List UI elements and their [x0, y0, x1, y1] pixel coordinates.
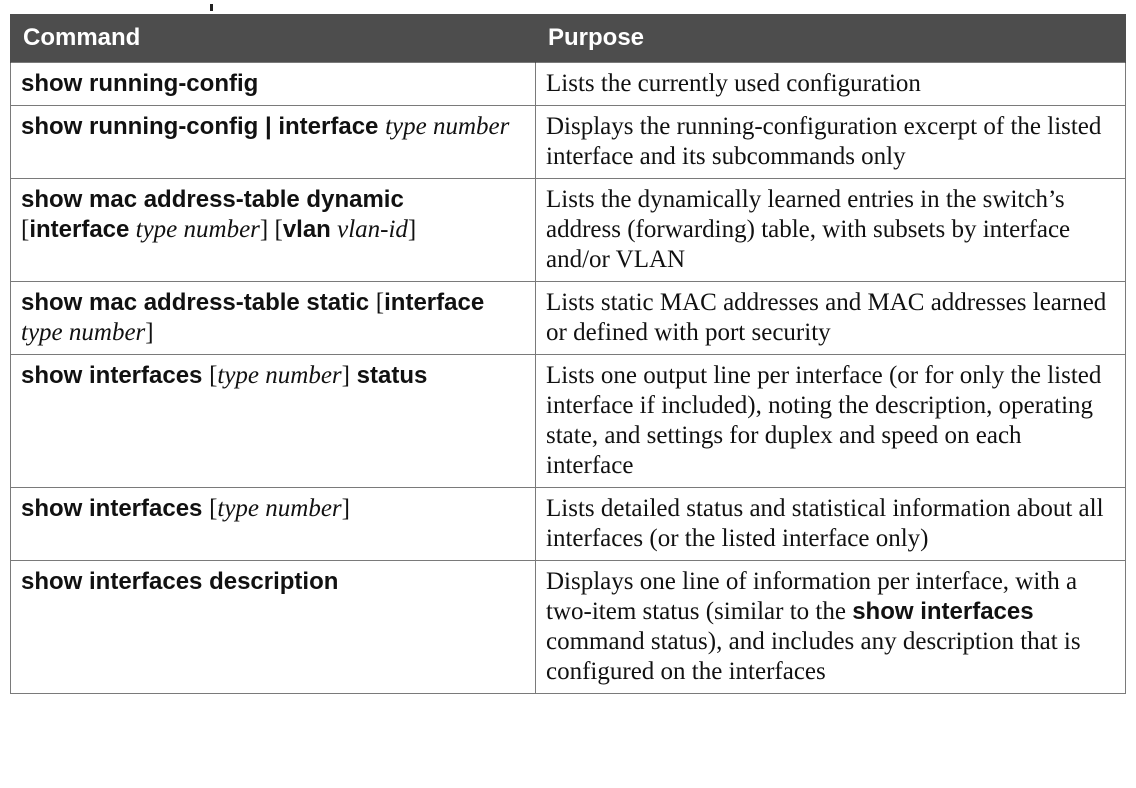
table-row: show mac address-table static [interface…	[10, 281, 1126, 355]
command-argument: type number	[385, 113, 510, 140]
command-cell: show interfaces description	[10, 560, 536, 694]
purpose-text: command status), and includes any descri…	[546, 628, 1081, 685]
table-row: show interfaces description Displays one…	[10, 560, 1126, 694]
purpose-cell: Lists the dynamically learned entries in…	[535, 178, 1126, 282]
command-keyword: show mac address-table dynamic	[21, 186, 404, 213]
inline-command: show interfaces	[852, 598, 1034, 625]
command-argument: type number	[217, 495, 342, 522]
column-header-command: Command	[10, 14, 536, 63]
column-header-purpose: Purpose	[535, 14, 1126, 63]
purpose-text: Displays the running-configuration excer…	[546, 113, 1102, 170]
purpose-text: Lists the dynamically learned entries in…	[546, 186, 1071, 273]
command-argument: type number	[217, 362, 342, 389]
bracket: ]	[145, 319, 154, 346]
table-row: show interfaces [type number] status Lis…	[10, 354, 1126, 488]
table-row: show running-config Lists the currently …	[10, 62, 1126, 106]
command-cell: show interfaces [type number]	[10, 487, 536, 561]
purpose-cell: Lists the currently used configuration	[535, 62, 1126, 106]
table-row: show mac address-table dynamic [interface…	[10, 178, 1126, 282]
command-keyword: interface	[29, 216, 130, 243]
command-table: Command Purpose show running-config List…	[10, 14, 1126, 694]
purpose-text: Lists one output line per interface (or …	[546, 362, 1102, 479]
table-header-row: Command Purpose	[10, 14, 1126, 63]
bracket: ]	[407, 216, 417, 243]
stray-tick-mark	[210, 4, 213, 11]
command-keyword: interface	[384, 289, 485, 316]
bracket: ] [	[259, 216, 283, 243]
command-keyword: status	[350, 362, 428, 389]
bracket: [	[375, 289, 385, 316]
bracket: [	[209, 362, 218, 389]
command-keyword: show interfaces	[21, 495, 210, 522]
purpose-cell: Lists detailed status and statistical in…	[535, 487, 1126, 561]
purpose-text: Displays one line of information per int…	[546, 568, 1078, 625]
command-argument: type number	[21, 319, 146, 346]
table-row: show running-config | interface type num…	[10, 105, 1126, 179]
bracket: ]	[341, 495, 350, 522]
purpose-cell: Lists static MAC addresses and MAC addre…	[535, 281, 1126, 355]
purpose-cell: Displays one line of information per int…	[535, 560, 1126, 694]
command-argument: type number	[129, 216, 260, 243]
command-cell: show mac address-table static [interface…	[10, 281, 536, 355]
purpose-text: Lists detailed status and statistical in…	[546, 495, 1104, 552]
command-keyword: vlan	[282, 216, 331, 243]
bracket: [	[21, 216, 30, 243]
command-keyword: show mac address-table static	[21, 289, 376, 316]
command-keyword: show interfaces	[21, 362, 210, 389]
command-argument: vlan-id	[330, 216, 408, 243]
purpose-cell: Displays the running-configuration excer…	[535, 105, 1126, 179]
bracket: ]	[341, 362, 350, 389]
purpose-text: Lists static MAC addresses and MAC addre…	[546, 289, 1107, 346]
command-cell: show mac address-table dynamic [interface…	[10, 178, 536, 282]
command-keyword: show interfaces description	[21, 568, 339, 595]
purpose-cell: Lists one output line per interface (or …	[535, 354, 1126, 488]
purpose-text: Lists the currently used configuration	[546, 70, 921, 97]
command-keyword: show running-config	[21, 70, 259, 97]
command-cell: show interfaces [type number] status	[10, 354, 536, 488]
table-row: show interfaces [type number] Lists deta…	[10, 487, 1126, 561]
bracket: [	[209, 495, 218, 522]
command-keyword: show running-config | interface	[21, 113, 386, 140]
command-cell: show running-config | interface type num…	[10, 105, 536, 179]
command-cell: show running-config	[10, 62, 536, 106]
